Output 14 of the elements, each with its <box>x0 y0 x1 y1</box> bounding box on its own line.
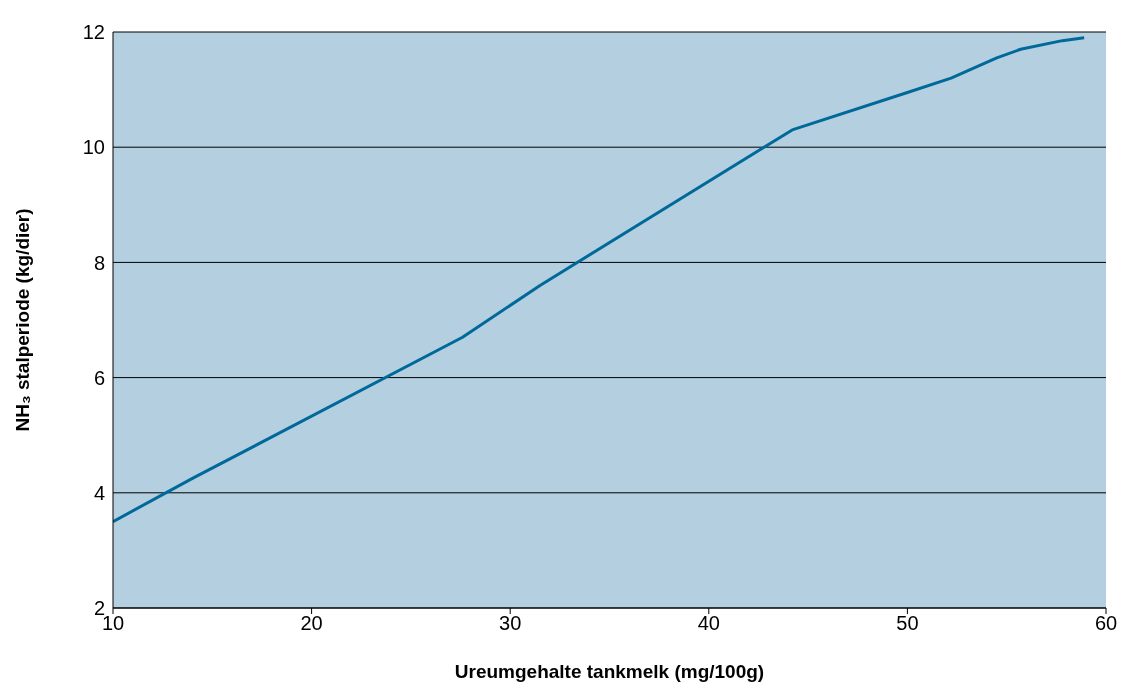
x-tick-label: 40 <box>697 612 720 635</box>
y-tick-label: 6 <box>93 366 105 389</box>
x-tick-label: 50 <box>896 612 919 635</box>
line-series <box>113 36 1086 524</box>
x-tick-label: 60 <box>1094 612 1118 635</box>
x-axis-title: Ureumgehalte tankmelk (mg/100g) <box>454 661 765 682</box>
y-tick-label: 10 <box>82 136 105 159</box>
y-tick-label: 4 <box>93 481 105 504</box>
y-tick-label: 2 <box>93 597 105 620</box>
y-tick-label: 8 <box>93 251 105 274</box>
x-tick-label: 20 <box>300 612 323 635</box>
y-tick-label: 12 <box>82 21 105 44</box>
x-tick-label: 30 <box>499 612 522 635</box>
y-axis-title: NH₃ stalperiode (kg/dier) <box>11 208 33 432</box>
